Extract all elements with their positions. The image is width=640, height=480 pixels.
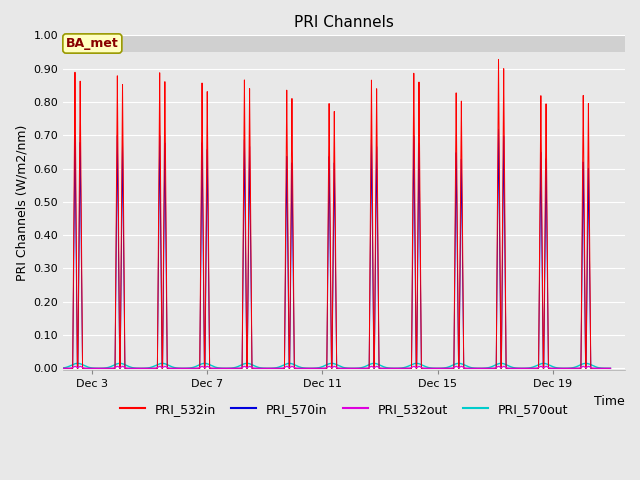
Text: BA_met: BA_met <box>66 37 119 50</box>
Bar <box>63 36 625 52</box>
X-axis label: Time: Time <box>595 395 625 408</box>
Y-axis label: PRI Channels (W/m2/nm): PRI Channels (W/m2/nm) <box>15 124 28 281</box>
Legend: PRI_532in, PRI_570in, PRI_532out, PRI_570out: PRI_532in, PRI_570in, PRI_532out, PRI_57… <box>115 397 573 420</box>
Title: PRI Channels: PRI Channels <box>294 15 394 30</box>
